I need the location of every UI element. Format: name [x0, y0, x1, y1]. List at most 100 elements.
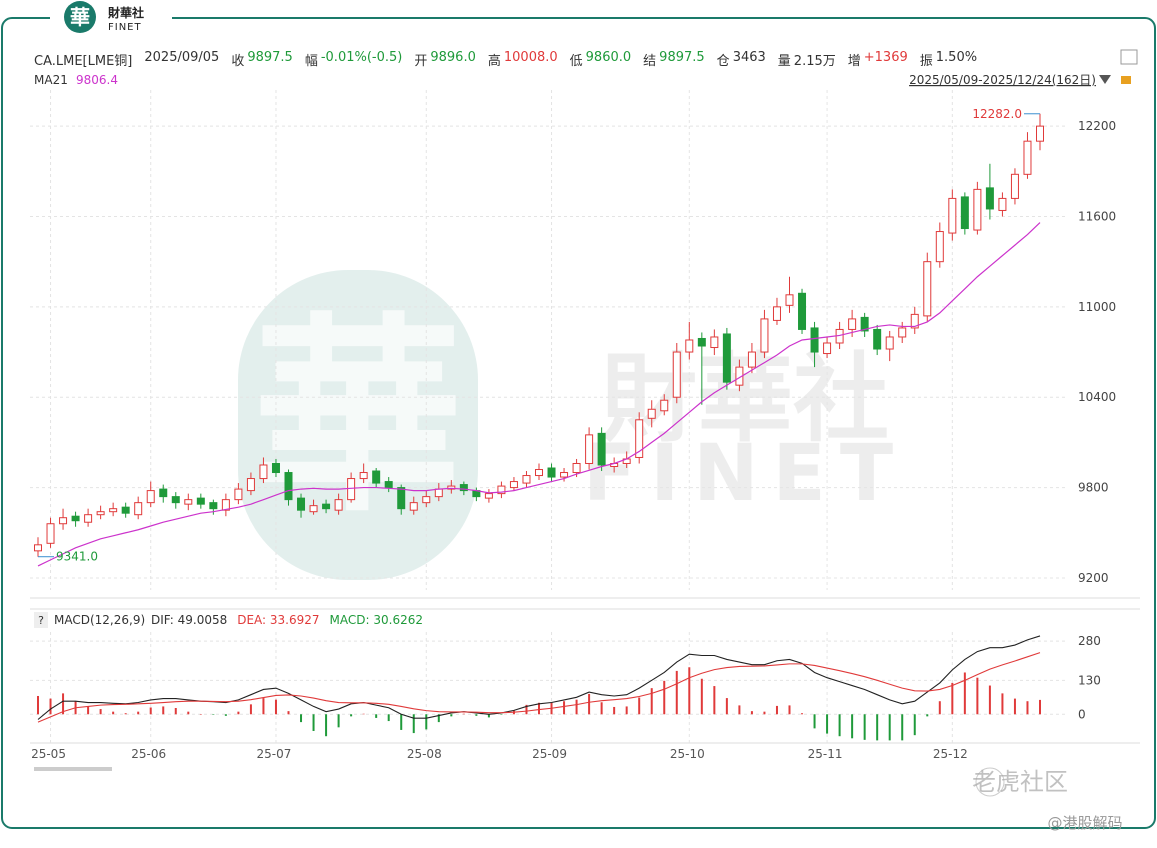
- candle-body: [1010, 173, 1019, 199]
- ma-legend: MA21: [34, 73, 68, 87]
- x-tick-label: 25-09: [532, 747, 567, 761]
- candle-body: [34, 544, 42, 552]
- macd-bar: [588, 693, 591, 715]
- macd-bar: [287, 711, 290, 715]
- macd-bar: [362, 713, 365, 715]
- macd-bar: [475, 714, 478, 716]
- candle-body: [384, 481, 393, 489]
- candle-body: [322, 503, 331, 510]
- macd-bar: [112, 711, 115, 715]
- range-dropdown[interactable]: [1099, 75, 1111, 84]
- macd-title: MACD(12,26,9): [54, 613, 145, 627]
- macd-bar: [775, 705, 778, 715]
- macd-bar: [688, 667, 691, 715]
- quote-field: 幅 -0.01%(-0.5): [305, 50, 403, 69]
- macd-bar: [675, 670, 678, 715]
- macd-bar: [312, 714, 315, 731]
- candle-body: [509, 481, 518, 489]
- macd-bar: [938, 701, 941, 715]
- candle-body: [672, 351, 681, 398]
- candle-body: [823, 342, 832, 355]
- logo-mark: 華: [70, 5, 90, 29]
- macd-bar: [738, 705, 741, 715]
- y-tick-label: 130: [1078, 673, 1101, 687]
- candle-body: [46, 523, 55, 544]
- candle-body: [434, 488, 443, 498]
- candle-body: [998, 197, 1007, 211]
- macd-bar: [137, 711, 140, 715]
- wp-icon[interactable]: [1120, 49, 1138, 65]
- macd-bar: [425, 714, 428, 730]
- scrollbar[interactable]: [34, 767, 112, 771]
- candle-body: [747, 351, 756, 368]
- macd-bar: [487, 714, 490, 718]
- quote-field: 高 10008.0: [488, 50, 558, 69]
- x-tick-label: 25-07: [257, 747, 292, 761]
- quote-field: 仓 3463: [717, 50, 766, 69]
- y-tick-label: 9200: [1078, 571, 1109, 585]
- field-label: 量: [777, 54, 791, 69]
- macd-bar: [876, 714, 879, 741]
- macd-bar: [713, 686, 716, 715]
- candle-body: [121, 506, 130, 514]
- field-value: 9896.0: [430, 50, 476, 65]
- macd-bar: [575, 699, 578, 715]
- legend-entry: MACD: 30.6262: [330, 613, 423, 627]
- candle-body: [171, 496, 180, 504]
- macd-bar: [99, 709, 102, 715]
- macd-bar: [863, 714, 866, 740]
- candle-body: [372, 470, 381, 484]
- x-tick-label: 25-11: [808, 747, 843, 761]
- candle-body: [71, 515, 80, 522]
- quote-field: 振 1.50%: [920, 50, 977, 69]
- candle-body: [497, 485, 506, 495]
- quote-date: 2025/09/05: [144, 50, 220, 65]
- candle-body: [109, 508, 118, 513]
- macd-bar: [450, 714, 453, 717]
- candle-body: [935, 231, 944, 263]
- candle-body: [397, 487, 406, 510]
- macd-bar: [763, 711, 766, 715]
- quote-field: 开 9896.0: [414, 50, 476, 69]
- macd-bar: [400, 714, 403, 730]
- date-range[interactable]: 2025/05/09-2025/12/24(162日): [909, 73, 1096, 87]
- macd-line: [37, 652, 1041, 723]
- macd-bar: [801, 713, 804, 715]
- y-tick-label: 11000: [1078, 300, 1116, 314]
- field-label: 振: [919, 54, 933, 69]
- candle-body: [798, 292, 807, 330]
- logo-badge: [64, 1, 96, 33]
- candle-body: [810, 327, 819, 353]
- macd-bar: [1026, 701, 1029, 715]
- legend-entry: DIF: 49.0058: [151, 613, 227, 627]
- lock-icon[interactable]: [1121, 76, 1131, 84]
- candle-body: [209, 502, 218, 510]
- macd-bar: [926, 714, 929, 717]
- macd-bar: [62, 693, 65, 715]
- candle-body: [860, 316, 869, 332]
- macd-bar: [337, 714, 340, 728]
- logo-name: 財華社: [107, 5, 144, 20]
- y-tick-label: 10400: [1078, 390, 1116, 404]
- field-label: 幅: [304, 54, 318, 69]
- macd-bar: [1039, 699, 1041, 715]
- macd-bar: [851, 714, 854, 739]
- x-tick-label: 25-05: [31, 747, 66, 761]
- x-tick-label: 25-08: [407, 747, 442, 761]
- symbol: CA.LME[LME铜]: [34, 54, 133, 69]
- help-icon[interactable]: [34, 612, 48, 628]
- candle-body: [635, 419, 644, 458]
- watermark-brand: FINET: [583, 429, 907, 519]
- quote-field: 量 2.15万: [778, 50, 836, 69]
- macd-bar: [1001, 693, 1004, 715]
- macd-bar: [325, 714, 328, 737]
- macd-bar: [162, 706, 165, 715]
- macd-bar: [988, 685, 991, 715]
- candle-body: [785, 294, 794, 306]
- candle-body: [221, 499, 230, 511]
- quote-field: 结 9897.5: [643, 50, 705, 69]
- candle-body: [59, 517, 68, 525]
- quote-field: 低 9860.0: [570, 50, 632, 69]
